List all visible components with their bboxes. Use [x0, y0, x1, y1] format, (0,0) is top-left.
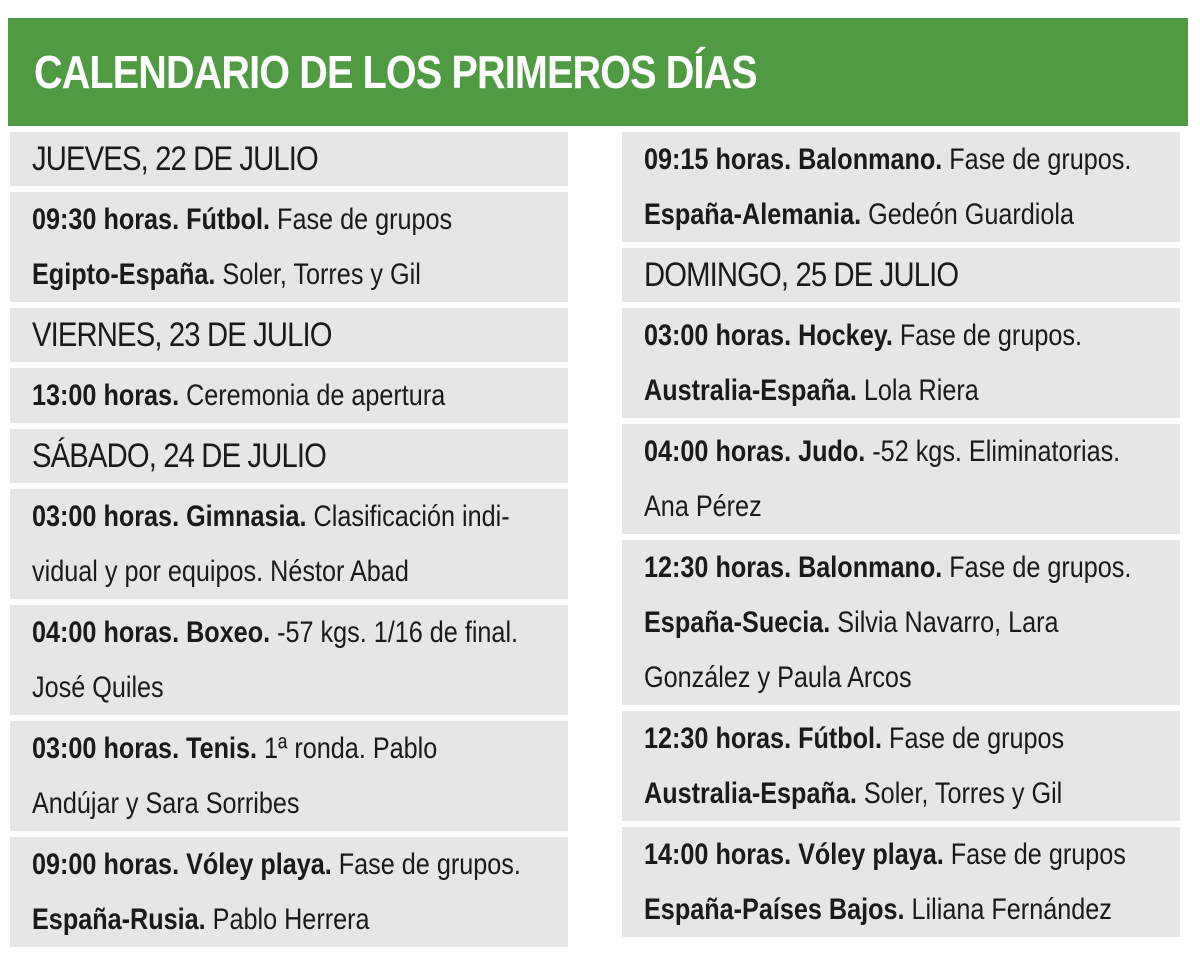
event-bold-text: 03:00 horas. Tenis.	[32, 732, 258, 765]
event-detail-text: Gedeón Guardiola	[861, 198, 1075, 231]
event-item: 03:00 horas. Tenis. 1ª ronda. Pablo Andúj…	[10, 721, 568, 831]
event-line: 09:30 horas. Fútbol. Fase de grupos	[32, 192, 482, 247]
event-line: 13:00 horas. Ceremonia de apertura	[32, 368, 482, 423]
event-line: 04:00 horas. Judo. -52 kgs. Eliminatoria…	[644, 424, 1120, 479]
event-line: España-Suecia. Silvia Navarro, Lara	[644, 595, 1094, 650]
event-line: 09:00 horas. Vóley playa. Fase de grupos…	[32, 837, 521, 892]
event-detail-text: Clasificación indi-	[306, 500, 510, 533]
event-detail-text: Fase de grupos	[882, 722, 1065, 755]
event-item: 12:30 horas. Fútbol. Fase de grupos Austr…	[622, 711, 1180, 821]
event-detail-text: Soler, Torres y Gil	[856, 777, 1063, 810]
day-heading-text: SÁBADO, 24 DE JULIO	[32, 437, 327, 475]
event-line: González y Paula Arcos	[644, 650, 1094, 705]
event-bold-text: 09:30 horas. Fútbol.	[32, 203, 271, 236]
event-line: 14:00 horas. Vóley playa. Fase de grupos	[644, 827, 1126, 882]
event-bold-text: España-Suecia.	[644, 606, 831, 639]
event-bold-text: 09:15 horas. Balonmano.	[644, 143, 943, 176]
event-detail-text: Soler, Torres y Gil	[215, 258, 421, 291]
event-line: España-Alemania. Gedeón Guardiola	[644, 187, 1094, 242]
event-detail-text: Fase de grupos	[270, 203, 453, 236]
event-detail-text: González y Paula Arcos	[644, 661, 912, 694]
day-heading: DOMINGO, 25 DE JULIO	[622, 248, 1180, 302]
day-heading: JUEVES, 22 DE JULIO	[10, 132, 568, 186]
event-detail-text: Silvia Navarro, Lara	[830, 606, 1059, 639]
page-title: CALENDARIO DE LOS PRIMEROS DÍAS	[34, 46, 758, 98]
day-heading-text: VIERNES, 23 DE JULIO	[32, 316, 333, 354]
event-item: 03:00 horas. Gimnasia. Clasificación ind…	[10, 489, 568, 599]
event-detail-text: Fase de grupos	[943, 838, 1126, 871]
event-detail-text: 1ª ronda. Pablo	[257, 732, 438, 765]
event-line: José Quiles	[32, 660, 482, 715]
day-heading-text: DOMINGO, 25 DE JULIO	[644, 256, 959, 294]
event-line: Andújar y Sara Sorribes	[32, 776, 482, 831]
event-detail-text: Fase de grupos.	[331, 848, 521, 881]
event-line: 12:30 horas. Fútbol. Fase de grupos	[644, 711, 1094, 766]
event-line: vidual y por equipos. Néstor Abad	[32, 544, 482, 599]
event-line: 09:15 horas. Balonmano. Fase de grupos.	[644, 132, 1131, 187]
event-detail-text: Fase de grupos.	[942, 143, 1132, 176]
event-bold-text: Egipto-España.	[32, 258, 216, 291]
event-detail-text: -52 kgs. Eliminatorias.	[865, 435, 1121, 468]
event-item: 04:00 horas. Boxeo. -57 kgs. 1/16 de fin…	[10, 605, 568, 715]
event-detail-text: Lola Riera	[856, 374, 979, 407]
event-bold-text: 04:00 horas. Judo.	[644, 435, 866, 468]
event-bold-text: Australia-España.	[644, 374, 857, 407]
event-item: 09:00 horas. Vóley playa. Fase de grupos…	[10, 837, 568, 947]
event-detail-text: Pablo Herrera	[205, 903, 370, 936]
event-line: 12:30 horas. Balonmano. Fase de grupos.	[644, 540, 1131, 595]
event-item: 04:00 horas. Judo. -52 kgs. Eliminatoria…	[622, 424, 1180, 534]
event-item: 09:15 horas. Balonmano. Fase de grupos. E…	[622, 132, 1180, 242]
event-detail-text: Andújar y Sara Sorribes	[32, 787, 300, 820]
event-bold-text: 12:30 horas. Balonmano.	[644, 551, 943, 584]
event-line: 03:00 horas. Gimnasia. Clasificación ind…	[32, 489, 510, 544]
event-item: 09:30 horas. Fútbol. Fase de grupos Egipt…	[10, 192, 568, 302]
event-bold-text: 03:00 horas. Gimnasia.	[32, 500, 307, 533]
event-detail-text: Fase de grupos.	[892, 319, 1082, 352]
event-bold-text: España-Países Bajos.	[644, 893, 905, 926]
event-line: 03:00 horas. Hockey. Fase de grupos.	[644, 308, 1094, 363]
day-heading: SÁBADO, 24 DE JULIO	[10, 429, 568, 483]
event-line: Ana Pérez	[644, 479, 1094, 534]
event-bold-text: 14:00 horas. Vóley playa.	[644, 838, 944, 871]
event-bold-text: España-Rusia.	[32, 903, 206, 936]
event-bold-text: 04:00 horas. Boxeo.	[32, 616, 271, 649]
event-detail-text: José Quiles	[32, 671, 164, 704]
event-line: España-Rusia. Pablo Herrera	[32, 892, 482, 947]
event-line: Egipto-España. Soler, Torres y Gil	[32, 247, 482, 302]
day-heading: VIERNES, 23 DE JULIO	[10, 308, 568, 362]
day-heading-text: JUEVES, 22 DE JULIO	[32, 140, 319, 178]
event-bold-text: 13:00 horas.	[32, 379, 180, 412]
event-line: España-Países Bajos. Liliana Fernández	[644, 882, 1112, 937]
event-line: 04:00 horas. Boxeo. -57 kgs. 1/16 de fin…	[32, 605, 518, 660]
event-item: 12:30 horas. Balonmano. Fase de grupos. E…	[622, 540, 1180, 705]
event-line: 03:00 horas. Tenis. 1ª ronda. Pablo	[32, 721, 482, 776]
event-item: 03:00 horas. Hockey. Fase de grupos. Aust…	[622, 308, 1180, 418]
event-bold-text: 03:00 horas. Hockey.	[644, 319, 893, 352]
event-item: 14:00 horas. Vóley playa. Fase de grupos…	[622, 827, 1180, 937]
header-banner: CALENDARIO DE LOS PRIMEROS DÍAS	[8, 18, 1188, 126]
event-line: Australia-España. Lola Riera	[644, 363, 1094, 418]
event-bold-text: España-Alemania.	[644, 198, 862, 231]
event-detail-text: -57 kgs. 1/16 de final.	[270, 616, 519, 649]
event-bold-text: 09:00 horas. Vóley playa.	[32, 848, 332, 881]
event-detail-text: Ceremonia de apertura	[179, 379, 446, 412]
left-column: JUEVES, 22 DE JULIO 09:30 horas. Fútbol. …	[10, 132, 568, 953]
event-item: 13:00 horas. Ceremonia de apertura	[10, 368, 568, 423]
event-bold-text: Australia-España.	[644, 777, 857, 810]
event-detail-text: vidual y por equipos. Néstor Abad	[32, 555, 409, 588]
event-detail-text: Liliana Fernández	[904, 893, 1112, 926]
event-detail-text: Fase de grupos.	[942, 551, 1132, 584]
event-detail-text: Ana Pérez	[644, 490, 762, 523]
event-bold-text: 12:30 horas. Fútbol.	[644, 722, 883, 755]
event-line: Australia-España. Soler, Torres y Gil	[644, 766, 1094, 821]
right-column: 09:15 horas. Balonmano. Fase de grupos. E…	[622, 132, 1180, 943]
